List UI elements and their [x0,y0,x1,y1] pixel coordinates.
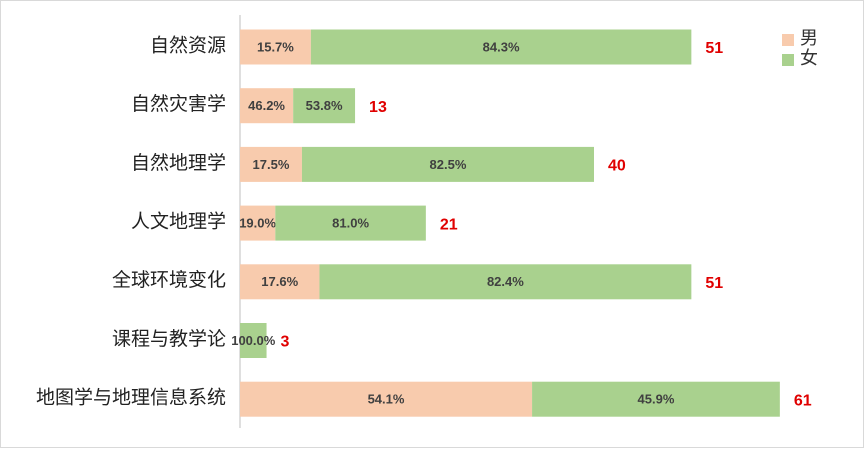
bar-segment [293,88,356,124]
data-label: 15.7% [257,39,294,54]
data-label: 45.9% [638,392,675,407]
bar-segment [275,205,426,241]
bar-segment [240,29,311,65]
bar-segment [240,381,533,417]
legend-label: 男 [800,28,818,48]
total-label: 51 [705,40,723,57]
legend-label: 女 [800,48,818,68]
bar-segment [240,88,294,124]
data-label: 82.5% [430,157,467,172]
bar-segment [240,323,267,358]
data-label: 17.6% [261,274,298,289]
total-label: 40 [608,158,626,175]
bar-segment [532,381,780,417]
category-label: 自然地理学 [131,152,226,174]
bar-segment [310,29,692,65]
data-label: 53.8% [306,98,343,113]
data-label: 46.2% [248,98,285,113]
data-label: 82.4% [487,274,524,289]
bar-segment [240,264,320,300]
category-label: 自然灾害学 [131,93,226,115]
category-label: 课程与教学论 [112,328,226,350]
data-label: 84.3% [483,39,520,54]
data-label: 100.0% [231,333,276,348]
category-label: 自然资源 [150,34,226,56]
total-label: 61 [794,392,812,409]
bar-segment [319,264,692,300]
bar-segment [301,146,594,182]
bar-segment [240,146,302,182]
bar-segment [240,205,276,241]
category-label: 全球环境变化 [112,269,226,291]
total-label: 51 [705,275,723,292]
total-label: 21 [440,216,458,233]
total-label: 3 [281,334,290,351]
data-label: 19.0% [239,216,276,231]
legend-swatch [782,54,794,66]
total-label: 13 [369,99,387,116]
category-label: 人文地理学 [131,210,226,232]
data-label: 54.1% [368,392,405,407]
legend-swatch [782,34,794,46]
category-label: 地图学与地理信息系统 [36,387,226,409]
data-label: 81.0% [332,216,369,231]
data-label: 17.5% [253,157,290,172]
